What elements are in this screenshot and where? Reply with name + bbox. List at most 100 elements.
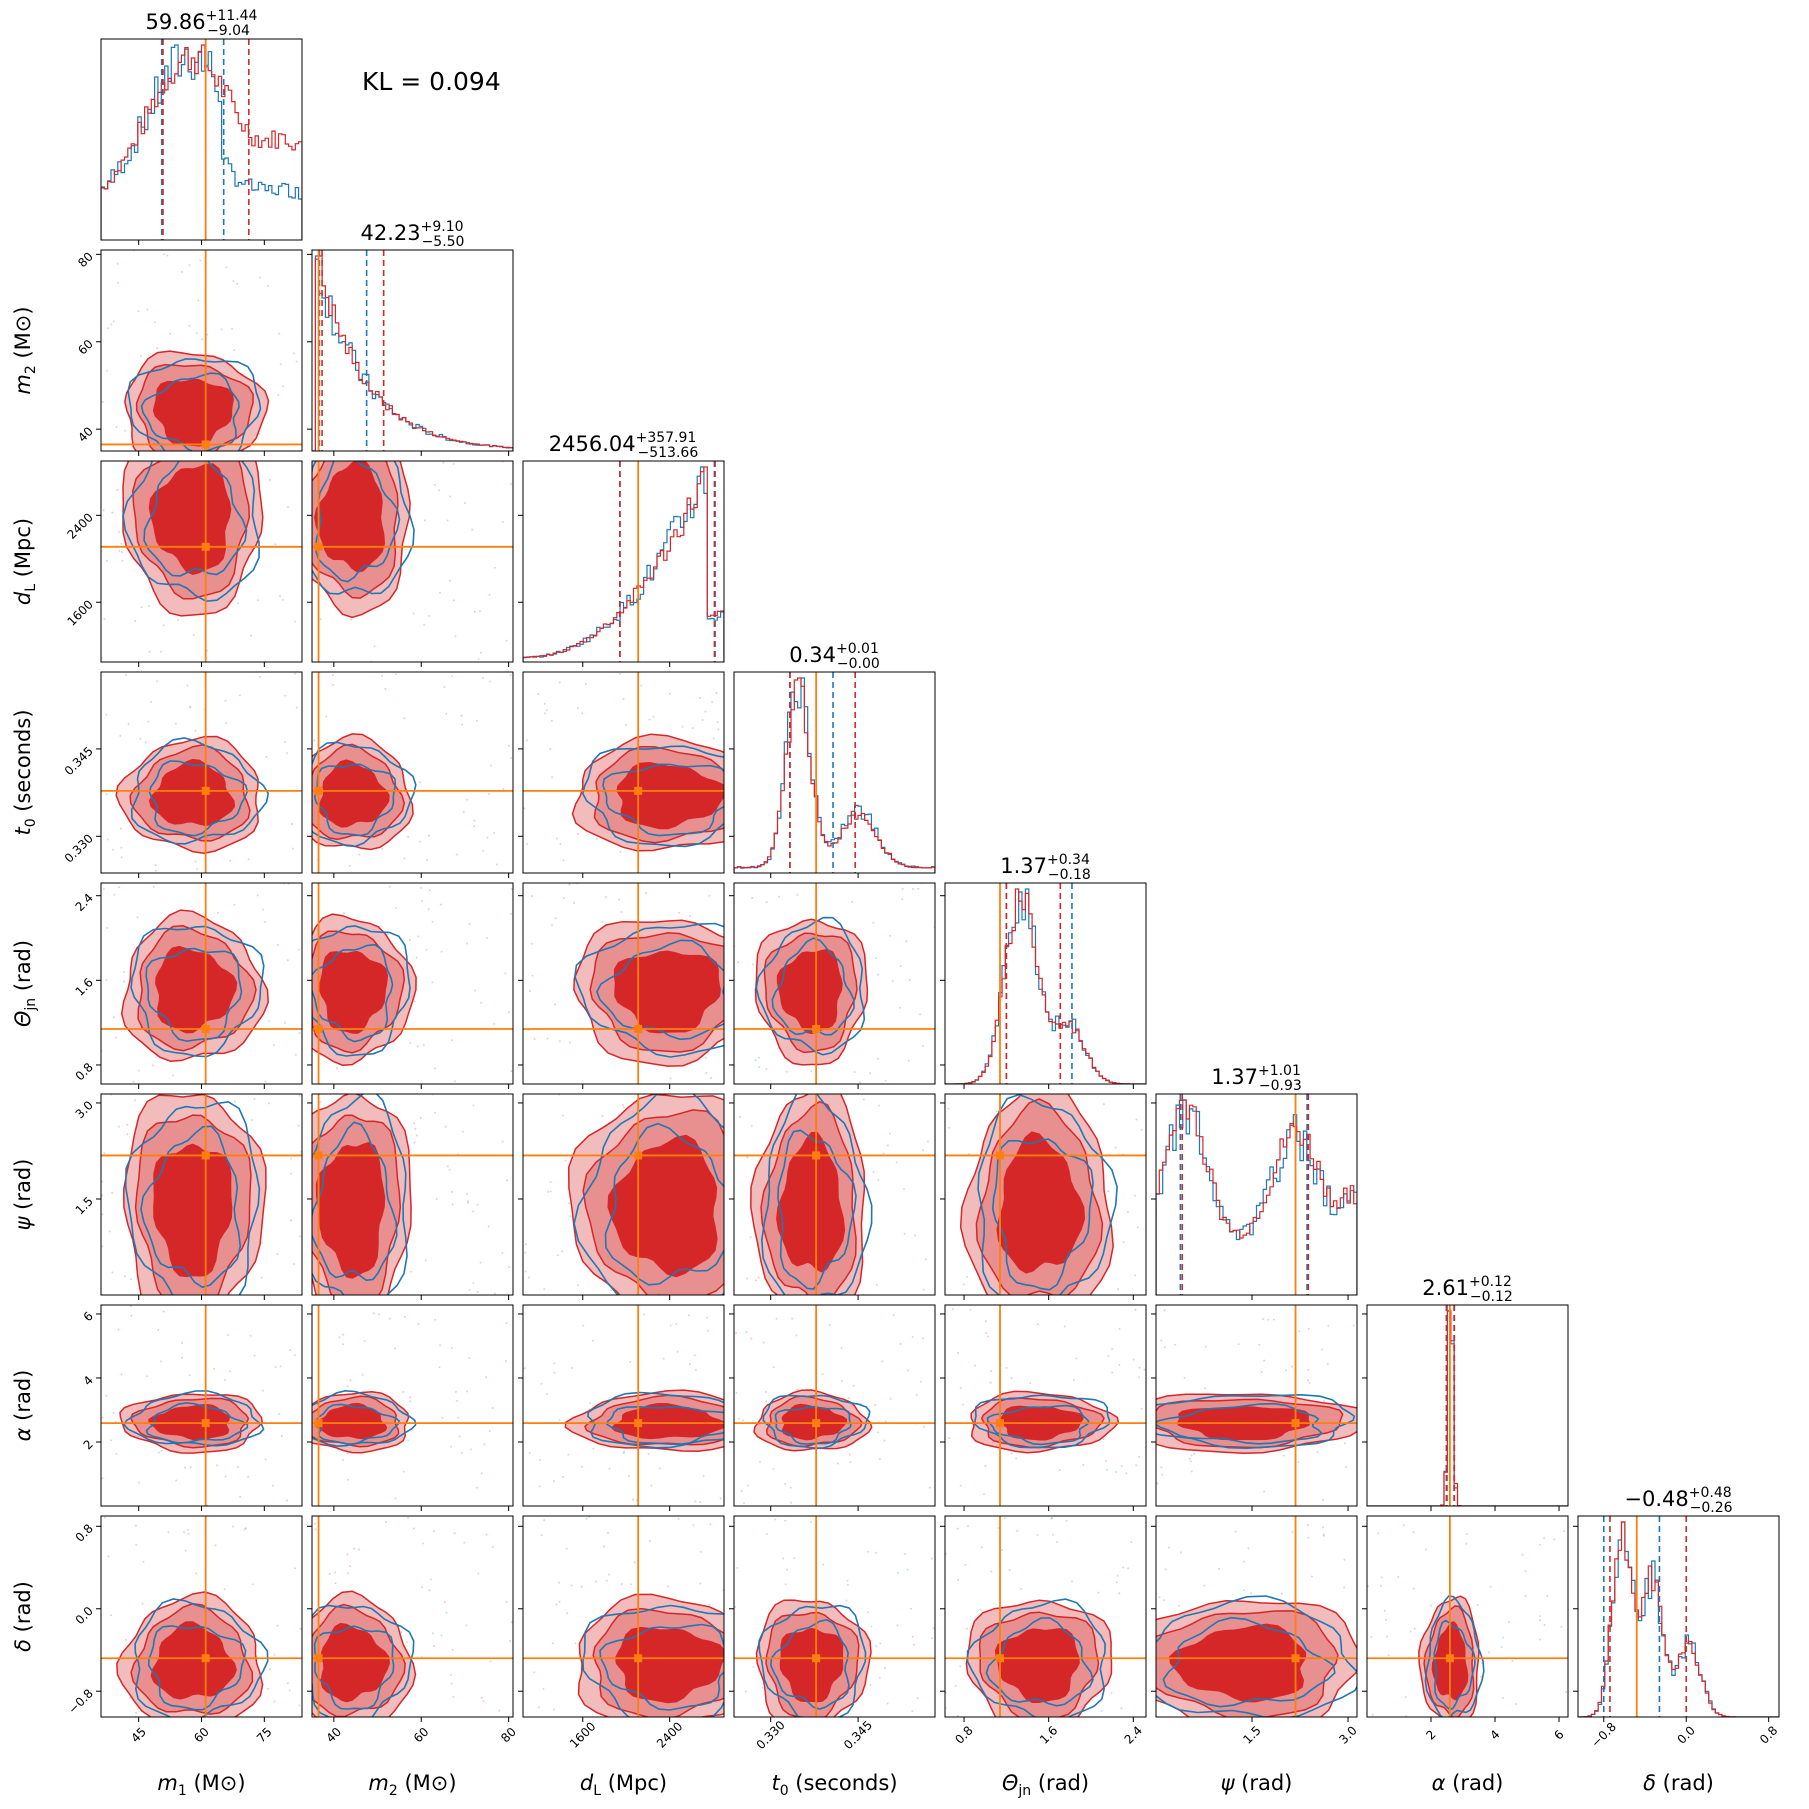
sample-point: [279, 595, 281, 598]
sample-point: [1114, 1146, 1117, 1149]
sample-point: [907, 1059, 910, 1062]
sample-point: [677, 1517, 680, 1520]
sample-point: [250, 634, 252, 637]
sample-point: [878, 1458, 881, 1460]
sample-point: [350, 618, 352, 621]
sample-point: [1307, 1327, 1310, 1330]
sample-point: [546, 1037, 549, 1040]
sample-point: [491, 1407, 494, 1409]
sample-point: [509, 1639, 511, 1642]
sample-point: [413, 1141, 416, 1144]
sample-point: [258, 276, 261, 279]
sample-point: [1234, 1530, 1237, 1533]
sample-point: [886, 1144, 889, 1147]
sample-point: [601, 1115, 604, 1117]
sample-point: [1190, 1470, 1193, 1473]
sample-point: [1263, 1490, 1266, 1493]
sample-point: [488, 593, 491, 596]
title-plus-m2: +9.10: [421, 219, 464, 235]
sample-point: [1127, 1567, 1130, 1570]
x-axis-label-theta-sub: jn: [1017, 1783, 1031, 1799]
sample-point: [245, 1527, 247, 1530]
sample-point: [434, 1318, 437, 1321]
sample-point: [417, 935, 420, 938]
sample-point: [341, 1333, 344, 1336]
sample-point: [186, 684, 189, 687]
sample-point: [875, 1551, 878, 1554]
sample-point: [480, 1472, 483, 1475]
hist-blue-m1: [101, 44, 302, 240]
sample-point: [1553, 1538, 1556, 1541]
sample-point: [1071, 1580, 1073, 1583]
sample-point: [1178, 1604, 1181, 1607]
sample-point: [561, 1114, 564, 1117]
sample-point: [707, 1329, 709, 1332]
sample-point: [1524, 1594, 1527, 1597]
sample-point: [1020, 1587, 1023, 1590]
sample-point: [439, 591, 441, 594]
sample-point: [821, 1373, 824, 1376]
sample-point: [784, 1583, 787, 1586]
sample-point: [754, 1059, 757, 1062]
x-axis-label-m1-main: m: [157, 1771, 177, 1795]
x-axis-label-dL-main: d: [580, 1771, 594, 1795]
sample-point: [744, 1690, 747, 1693]
sample-point: [152, 885, 155, 888]
sample-point: [901, 887, 904, 890]
sample-point: [438, 1366, 441, 1369]
sample-point: [640, 684, 643, 687]
sample-point: [667, 1585, 669, 1588]
truth-marker: [1445, 1654, 1454, 1663]
sample-point: [453, 1532, 456, 1535]
blue-contour-outer: [312, 741, 417, 848]
sample-point: [501, 1140, 504, 1143]
x-axis-label-m1: m1 (M⊙): [157, 1771, 245, 1799]
sample-point: [736, 1566, 739, 1569]
sample-point: [1272, 1318, 1275, 1321]
sample-point: [891, 980, 894, 983]
sample-point: [930, 1557, 933, 1560]
sample-point: [565, 1547, 568, 1550]
y-tick-label-m2: 60: [75, 337, 96, 358]
sample-point: [184, 1466, 187, 1469]
sample-point: [422, 1542, 425, 1545]
sample-point: [704, 1056, 707, 1059]
x-axis-label-m1-unit: (M⊙): [187, 1771, 246, 1795]
sample-point: [186, 1528, 189, 1531]
sample-point: [223, 1588, 226, 1591]
sample-point: [662, 1357, 665, 1360]
blue-contour-inner: [148, 760, 249, 837]
sample-point: [188, 1374, 191, 1377]
sample-point: [699, 1550, 702, 1553]
sample-point: [883, 1439, 886, 1442]
x-tick-label-delta: 0.8: [1757, 1723, 1780, 1746]
x-tick-label-psi: 3.0: [1336, 1723, 1359, 1746]
sample-point: [504, 1360, 507, 1363]
sample-point: [1110, 1692, 1113, 1695]
sample-point: [761, 1686, 764, 1689]
scatter-panel-dL-t0: [518, 671, 725, 878]
sample-point: [622, 1451, 625, 1454]
sample-point: [156, 680, 159, 683]
x-axis-label-theta-unit: (rad): [1031, 1771, 1089, 1795]
red-contour-inner: [320, 1622, 390, 1703]
blue-contour-inner: [314, 461, 401, 583]
sample-point: [101, 1416, 104, 1419]
sample-point: [668, 692, 671, 695]
sample-point: [140, 606, 143, 609]
red-contour-inner: [152, 379, 234, 447]
sample-point: [409, 1400, 412, 1403]
sample-point: [875, 1645, 878, 1648]
sample-point: [510, 483, 513, 485]
y-tick-label-m2: 80: [75, 249, 96, 270]
sample-point: [192, 634, 195, 636]
sample-point: [528, 990, 531, 993]
x-tick-label-theta: 1.6: [1037, 1723, 1060, 1746]
sample-point: [828, 1324, 831, 1327]
sample-point: [569, 1215, 572, 1218]
sample-point: [1307, 1379, 1309, 1382]
sample-point: [882, 1152, 885, 1155]
sample-point: [213, 1367, 216, 1370]
sample-point: [119, 734, 122, 737]
sample-point: [1134, 1194, 1136, 1197]
